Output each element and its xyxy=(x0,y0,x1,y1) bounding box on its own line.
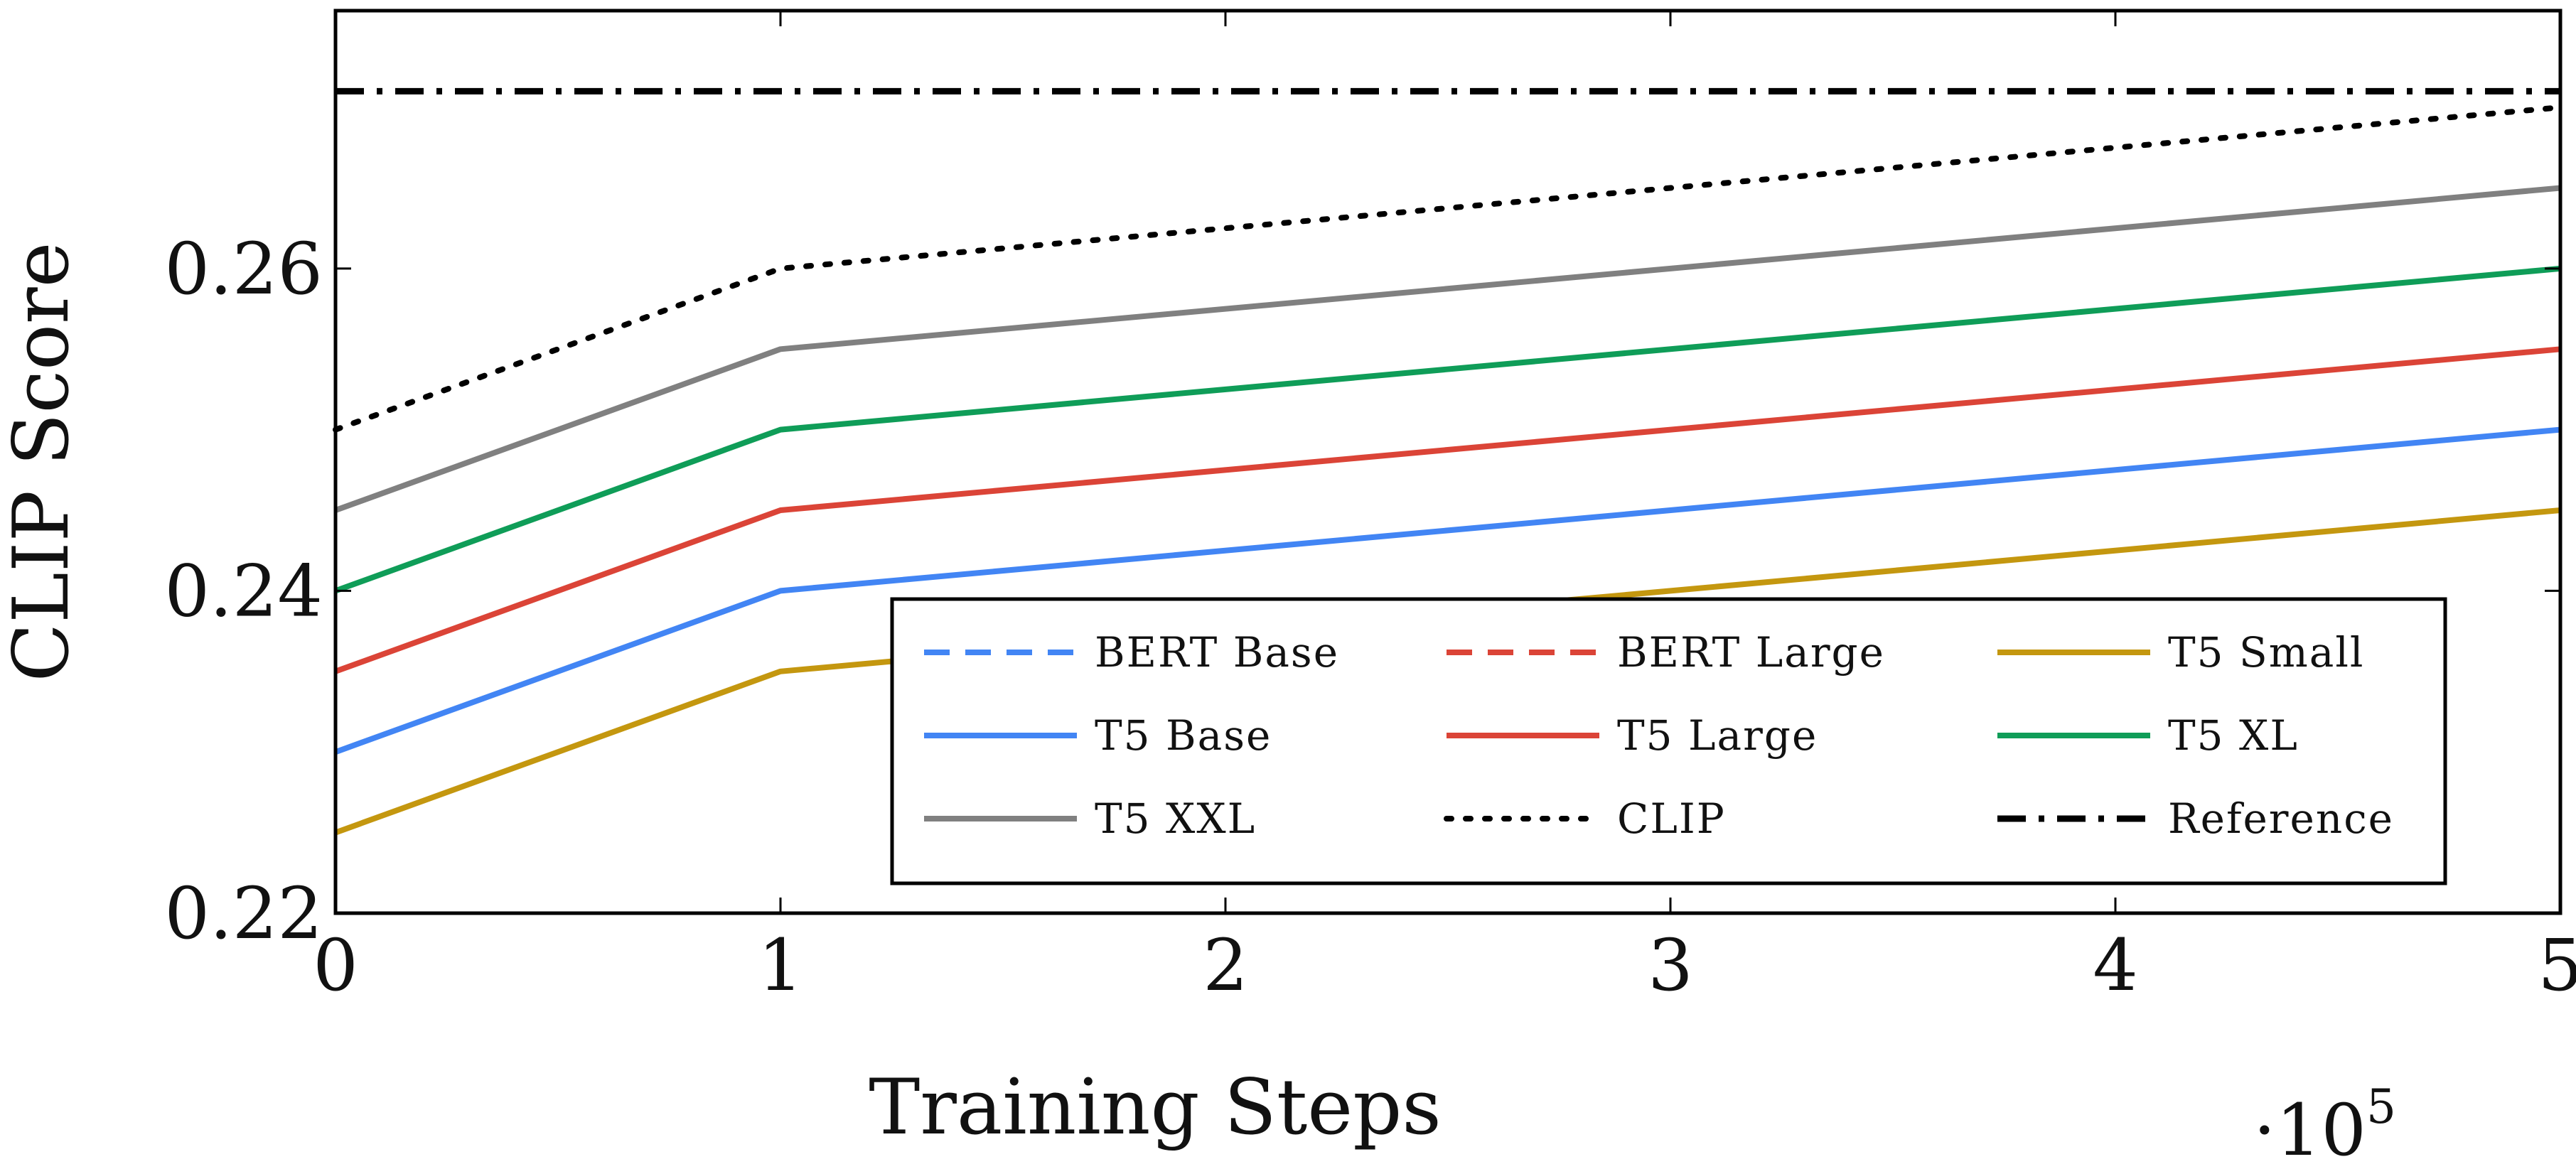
legend-item-t5-xl: T5 XL xyxy=(1997,711,2299,760)
legend-label: T5 XXL xyxy=(1095,794,1256,843)
x-tick-label: 3 xyxy=(1648,924,1693,1007)
x-axis-multiplier-exponent: 5 xyxy=(2366,1079,2396,1134)
legend-label: T5 XL xyxy=(2168,711,2299,760)
ticks-layer: 0 1 2 3 4 5 0.22 0.24 0.26 xyxy=(164,11,2576,1007)
series-line-t5-xxl xyxy=(334,185,2561,513)
legend-item-bert-large: BERT Large xyxy=(1447,628,1885,677)
y-axis-title: CLIP Score xyxy=(0,242,86,682)
legend-label: T5 Base xyxy=(1095,711,1272,760)
x-axis-multiplier-base: ·10 xyxy=(2253,1089,2366,1166)
series-layer xyxy=(333,87,2563,836)
x-tick-label: 5 xyxy=(2538,924,2576,1007)
legend-label: Reference xyxy=(2168,794,2394,843)
x-tick-label: 2 xyxy=(1203,924,1248,1007)
legend-box xyxy=(890,597,2447,885)
y-tick-label: 0.24 xyxy=(164,549,323,632)
legend-entries: BERT Base BERT Large T5 Small T5 Base T5 Lar… xyxy=(924,628,2394,843)
legend: BERT Base BERT Large T5 Small T5 Base T5 Lar… xyxy=(890,597,2447,885)
plot-frame xyxy=(333,9,2562,915)
legend-item-t5-base: T5 Base xyxy=(924,711,1272,760)
legend-label: BERT Base xyxy=(1095,628,1339,677)
series-line-t5-xl xyxy=(334,265,2561,594)
legend-label: T5 Small xyxy=(2168,628,2364,677)
legend-item-t5-small: T5 Small xyxy=(1997,628,2364,677)
x-tick-label: 4 xyxy=(2093,924,2138,1007)
x-tick-label: 0 xyxy=(313,924,358,1007)
series-line-t5-large xyxy=(334,346,2561,674)
x-axis-title: Training Steps xyxy=(869,1063,1442,1152)
legend-item-t5-xxl: T5 XXL xyxy=(924,794,1256,843)
series-line-clip xyxy=(333,104,2563,433)
y-tick-label: 0.26 xyxy=(164,227,323,311)
legend-item-t5-large: T5 Large xyxy=(1447,711,1818,760)
legend-item-reference: Reference xyxy=(1997,794,2394,843)
legend-item-clip: CLIP xyxy=(1444,794,1726,843)
legend-label: CLIP xyxy=(1617,794,1726,843)
y-tick-label: 0.22 xyxy=(164,872,323,955)
legend-label: T5 Large xyxy=(1617,711,1818,760)
legend-label: BERT Large xyxy=(1617,628,1885,677)
series-line-t5-small xyxy=(334,507,2561,836)
legend-item-bert-base: BERT Base xyxy=(924,628,1339,677)
x-tick-label: 1 xyxy=(758,924,803,1007)
series-line-t5-base xyxy=(334,426,2561,755)
x-axis-multiplier: ·105 xyxy=(2253,1079,2396,1166)
